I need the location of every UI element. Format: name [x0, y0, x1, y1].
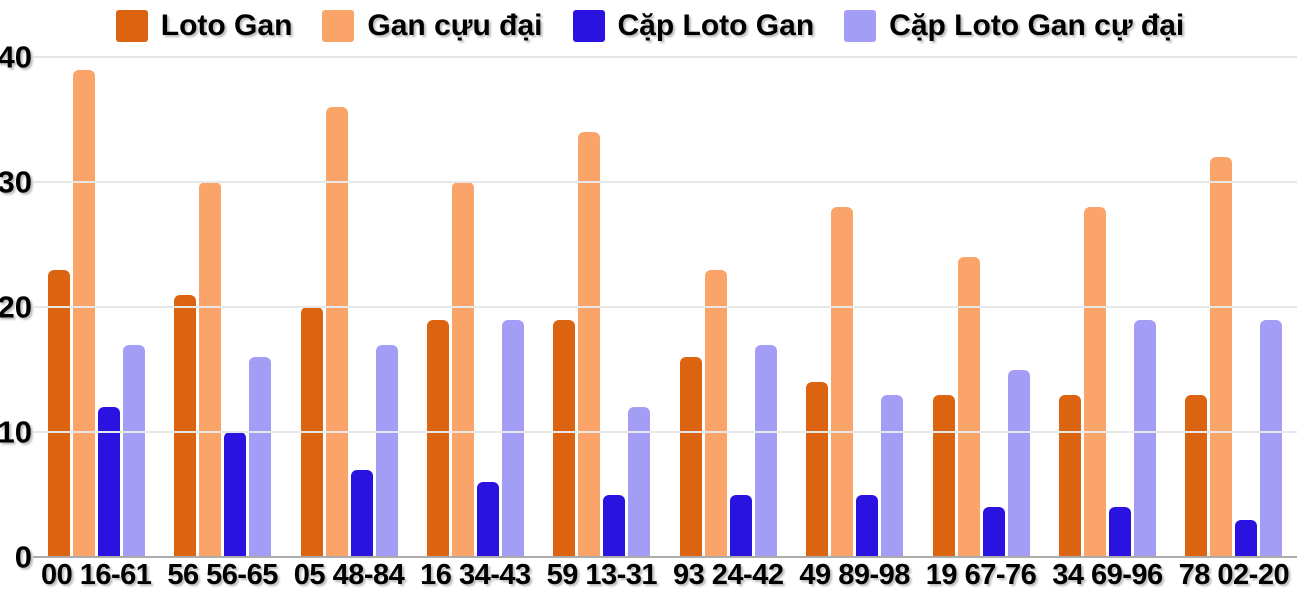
bar-series4-group8[interactable]	[1007, 369, 1030, 557]
x-label-8: 19 67-76	[925, 559, 1037, 591]
x-label-6: 93 24-42	[672, 559, 784, 591]
legend-item-1[interactable]: Loto Gan	[115, 9, 293, 42]
bar-group-5	[539, 57, 665, 557]
x-label-2: 56 56-65	[167, 559, 278, 591]
y-tick-label-20: 20	[0, 289, 32, 325]
y-tick-label-10: 10	[0, 414, 32, 450]
bar-group-7	[791, 57, 917, 557]
bar-series2-group9[interactable]	[1083, 207, 1106, 557]
bar-series4-group1[interactable]	[122, 344, 145, 557]
legend-label: Cặp Loto Gan cự đại	[889, 9, 1185, 42]
bar-series3-group6[interactable]	[729, 494, 752, 557]
legend-item-4[interactable]: Cặp Loto Gan cự đại	[844, 10, 1184, 42]
bar-series3-group3[interactable]	[350, 469, 373, 557]
legend-swatch-cap-loto-gan	[572, 10, 605, 42]
bar-series1-group1[interactable]	[47, 269, 70, 557]
bar-series2-group1[interactable]	[72, 69, 95, 557]
bar-series4-group5[interactable]	[628, 407, 651, 557]
x-label-7: 49 89-98	[799, 559, 910, 591]
x-axis-line	[33, 556, 1297, 558]
bar-series2-group8[interactable]	[957, 257, 980, 557]
legend-label: Loto Gan	[160, 9, 293, 42]
bar-series2-group5[interactable]	[578, 132, 601, 557]
x-label-10: 78 02-20	[1178, 559, 1290, 591]
legend-swatch-cap-loto-gan-cu-dai	[844, 10, 877, 42]
y-tick-label-30: 30	[0, 164, 32, 200]
bar-series2-group3[interactable]	[325, 107, 348, 557]
bar-group-2	[159, 57, 285, 557]
bar-series3-group9[interactable]	[1108, 507, 1131, 557]
x-label-5: 59 13-31	[546, 559, 658, 591]
bar-series2-group4[interactable]	[451, 182, 474, 557]
legend-item-3[interactable]: Cặp Loto Gan	[572, 9, 815, 42]
bar-series3-group5[interactable]	[603, 494, 626, 557]
bar-series4-group3[interactable]	[375, 344, 398, 557]
bar-series2-group2[interactable]	[199, 182, 222, 557]
legend-swatch-loto-gan	[115, 10, 148, 42]
legend-label: Cặp Loto Gan	[617, 9, 815, 42]
bar-series3-group8[interactable]	[982, 507, 1005, 557]
bar-series4-group10[interactable]	[1260, 319, 1283, 557]
bar-series3-group1[interactable]	[97, 407, 120, 557]
bar-group-4	[412, 57, 538, 557]
bar-series3-group2[interactable]	[224, 432, 247, 557]
bar-series1-group7[interactable]	[806, 382, 829, 557]
x-label-9: 34 69-96	[1052, 559, 1163, 591]
bar-series1-group10[interactable]	[1185, 394, 1208, 557]
bar-series2-group10[interactable]	[1210, 157, 1233, 557]
x-label-1: 00 16-61	[40, 559, 152, 591]
bar-series3-group7[interactable]	[856, 494, 879, 557]
x-label-4: 16 34-43	[420, 559, 531, 591]
y-axis: 40 30 20 10 0	[0, 0, 32, 600]
legend-label: Gan cựu đại	[367, 9, 543, 42]
bar-series1-group9[interactable]	[1058, 394, 1081, 557]
bar-series4-group2[interactable]	[249, 357, 272, 557]
plot-area	[33, 56, 1297, 558]
bar-series3-group10[interactable]	[1235, 519, 1258, 557]
legend-item-2[interactable]: Gan cựu đại	[322, 9, 543, 42]
legend-swatch-gan-cuu-dai	[322, 10, 355, 42]
gridline-y-30	[33, 181, 1297, 183]
gridline-y-10	[33, 431, 1297, 433]
bar-series1-group5[interactable]	[553, 319, 576, 557]
y-tick-label-0: 0	[14, 539, 32, 575]
bar-series1-group8[interactable]	[932, 394, 955, 557]
x-label-3: 05 48-84	[293, 559, 405, 591]
bar-series4-group9[interactable]	[1133, 319, 1156, 557]
bar-series4-group4[interactable]	[501, 319, 524, 557]
x-axis-labels: 00 16-61 56 56-65 05 48-84 16 34-43 59 13-31…	[33, 559, 1297, 592]
bar-series2-group7[interactable]	[831, 207, 854, 557]
bar-series3-group4[interactable]	[476, 482, 499, 557]
chart-legend: Loto Gan Gan cựu đại Cặp Loto Gan Cặp Loto …	[0, 0, 1300, 52]
bar-series2-group6[interactable]	[704, 269, 727, 557]
bar-group-8	[918, 57, 1044, 557]
gridline-y-20	[33, 306, 1297, 308]
bar-group-6	[665, 57, 791, 557]
bar-series4-group6[interactable]	[754, 344, 777, 557]
bar-series1-group4[interactable]	[426, 319, 449, 557]
bar-group-9	[1044, 57, 1170, 557]
bar-group-10	[1171, 57, 1297, 557]
gridline-y-40	[33, 56, 1297, 58]
bar-group-1	[33, 57, 159, 557]
y-tick-label-40: 40	[0, 39, 32, 75]
bar-series1-group2[interactable]	[174, 294, 197, 557]
bar-series1-group6[interactable]	[679, 357, 702, 557]
bar-series4-group7[interactable]	[881, 394, 904, 557]
